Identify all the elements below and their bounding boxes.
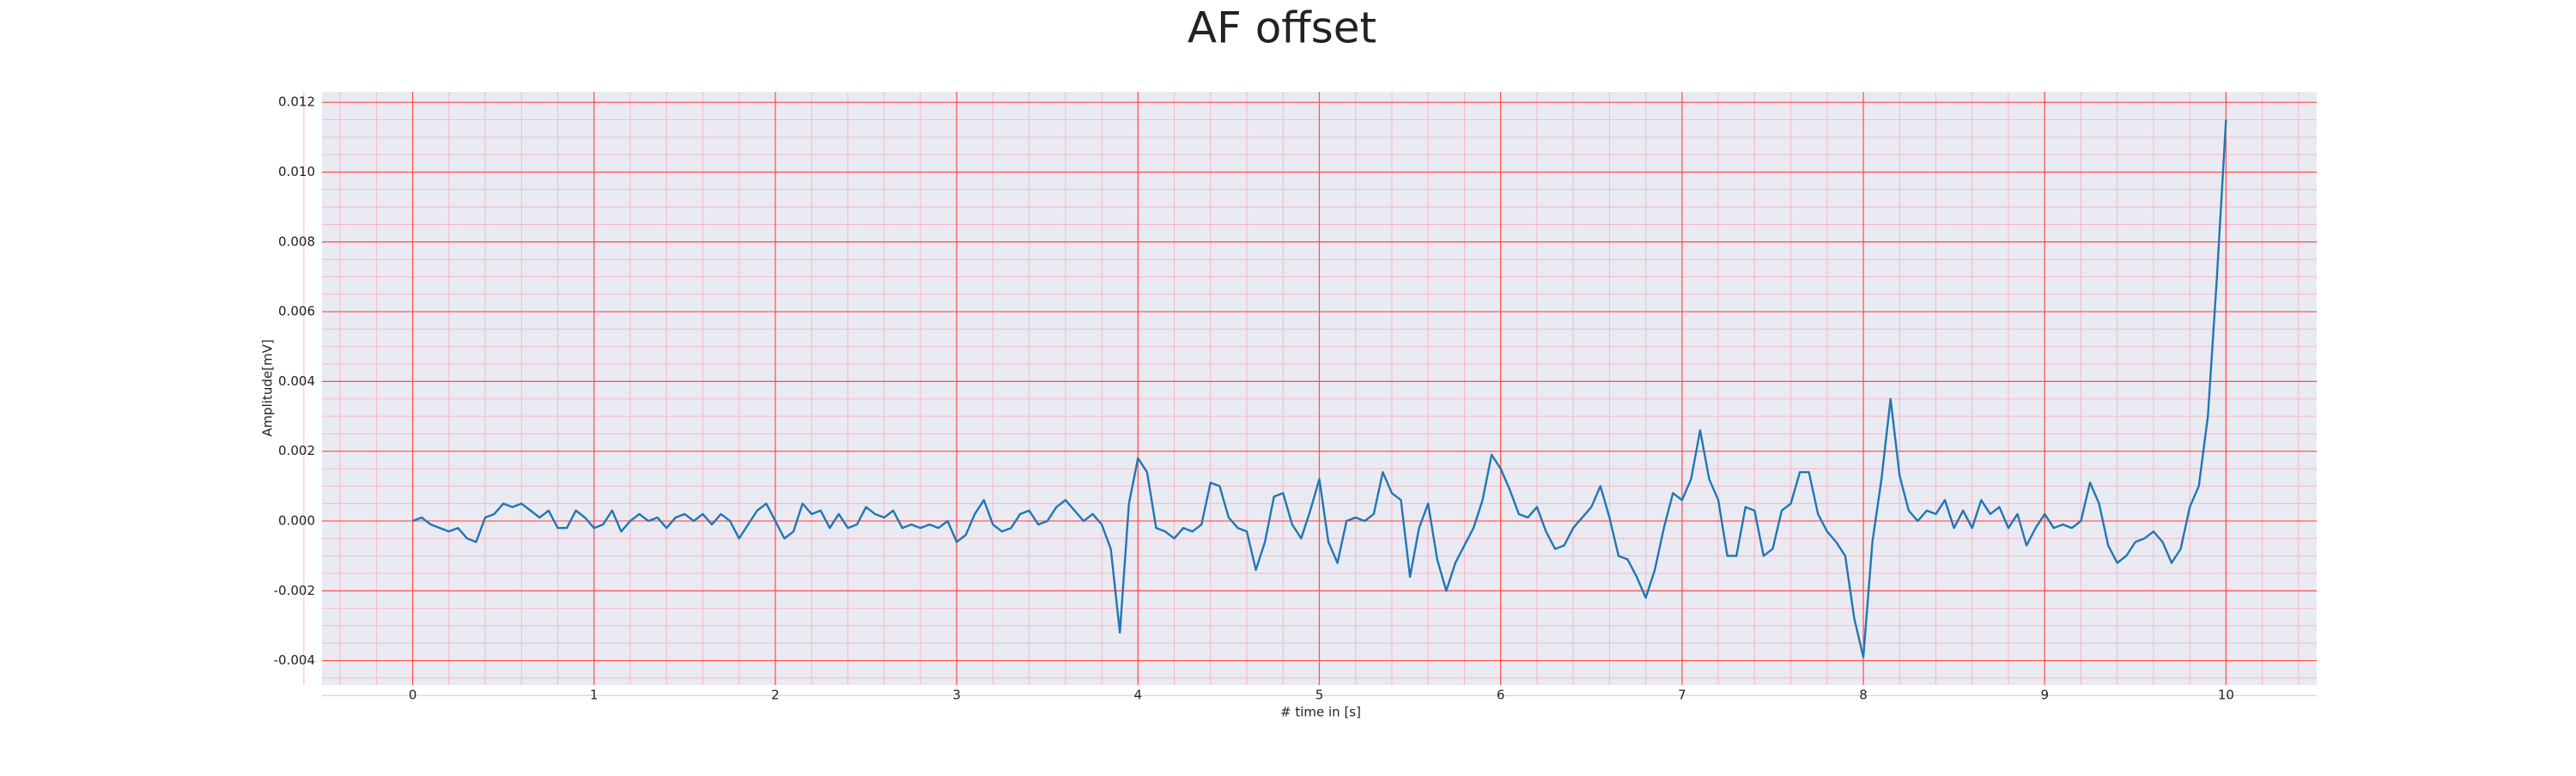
y-tick-label: 0.012	[278, 94, 315, 110]
x-tick-label: 4	[1134, 688, 1143, 703]
x-tick-label: 8	[1859, 688, 1868, 703]
x-tick-label: 0	[409, 688, 417, 703]
x-tick-label: 2	[771, 688, 780, 703]
y-tick-label: -0.002	[274, 583, 315, 598]
y-axis-label: Amplitude[mV]	[260, 339, 276, 436]
x-tick-label: 3	[952, 688, 961, 703]
chart-title: AF offset	[1188, 3, 1376, 53]
x-tick-label: 1	[590, 688, 598, 703]
x-tick-label: 5	[1315, 688, 1324, 703]
x-axis-label: # time in [s]	[1280, 705, 1361, 720]
x-tick-label: 7	[1678, 688, 1686, 703]
y-tick-label: 0.010	[278, 164, 315, 179]
y-tick-label: 0.006	[278, 304, 315, 319]
x-tick-label: 6	[1497, 688, 1505, 703]
y-tick-label: 0.002	[278, 443, 315, 458]
x-tick-label: 9	[2040, 688, 2049, 703]
y-tick-label: 0.004	[278, 373, 315, 389]
x-tick-label: 10	[2218, 688, 2234, 703]
y-tick-label: 0.000	[278, 512, 315, 528]
y-tick-label: 0.008	[278, 233, 315, 249]
data-line	[412, 119, 2227, 658]
y-tick-label: -0.004	[274, 652, 315, 668]
